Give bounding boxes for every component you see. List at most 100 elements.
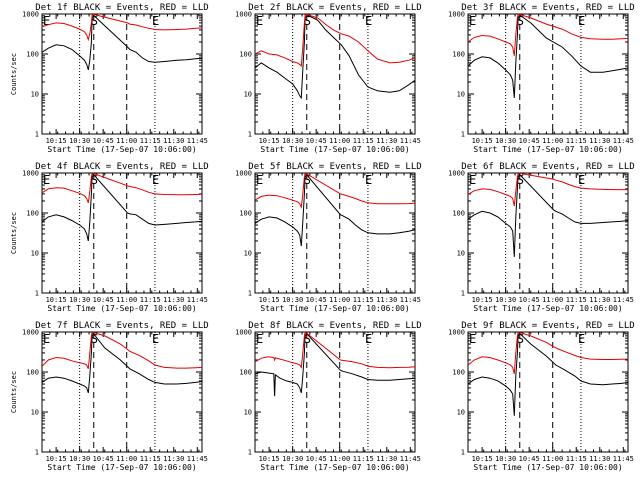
- x-tick-label: 10:15: [46, 455, 67, 463]
- x-tick-label: 10:15: [259, 137, 280, 145]
- x-tick-label: 10:30: [282, 137, 303, 145]
- lld-series-line: [42, 332, 202, 369]
- y-tick-label: 10: [244, 409, 252, 417]
- y-tick-label: 10: [457, 91, 465, 99]
- events-series-line: [468, 14, 628, 98]
- x-tick-label: 11:45: [187, 455, 208, 463]
- marker-label: S: [304, 332, 311, 346]
- x-tick-label: 10:30: [282, 296, 303, 304]
- x-tick-label: 10:15: [472, 455, 493, 463]
- events-series-line: [42, 332, 202, 394]
- x-tick-label: 10:30: [282, 455, 303, 463]
- marker-label: E: [152, 173, 159, 187]
- marker-label: S: [91, 173, 98, 187]
- x-tick-label: 11:30: [589, 296, 610, 304]
- x-tick-label: 11:15: [566, 296, 587, 304]
- x-tick-label: 10:15: [472, 296, 493, 304]
- y-tick-label: 1: [35, 290, 39, 298]
- x-tick-label: 11:00: [542, 455, 563, 463]
- marker-label: S: [517, 332, 524, 346]
- x-tick-label: 10:45: [519, 455, 540, 463]
- x-tick-label: 11:00: [116, 455, 137, 463]
- y-tick-label: 100: [239, 210, 252, 218]
- y-tick-label: 1: [461, 290, 465, 298]
- panel-title: Det 4f BLACK = Events, RED = LLD: [35, 162, 208, 172]
- x-axis-label: Start Time (17-Sep-07 10:06:00): [260, 463, 409, 472]
- panel-6: Det 6f BLACK = Events, RED = LLD 1 10 100 10…: [448, 162, 635, 313]
- x-tick-label: 10:30: [495, 137, 516, 145]
- panel-title: Det 5f BLACK = Events, RED = LLD: [248, 162, 421, 172]
- y-tick-label: 1000: [235, 329, 252, 337]
- y-axis-label: Counts/sec: [10, 371, 18, 413]
- x-tick-label: 11:45: [613, 296, 634, 304]
- lld-series-line: [42, 173, 202, 203]
- panel-9: Det 9f BLACK = Events, RED = LLD 1 10 100 10…: [448, 321, 635, 472]
- x-tick-label: 11:30: [589, 455, 610, 463]
- x-tick-label: 11:30: [163, 455, 184, 463]
- events-series-line: [42, 173, 202, 242]
- x-tick-label: 11:00: [542, 296, 563, 304]
- x-tick-label: 10:45: [93, 137, 114, 145]
- plot-frame: [41, 172, 203, 294]
- panel-title: Det 2f BLACK = Events, RED = LLD: [248, 3, 421, 13]
- panel-title: Det 1f BLACK = Events, RED = LLD: [35, 3, 208, 13]
- y-tick-label: 1000: [448, 170, 465, 178]
- x-tick-label: 10:45: [519, 137, 540, 145]
- panel-1: Det 1f BLACK = Events, RED = LLD 1 10 100 10…: [10, 3, 209, 154]
- y-tick-label: 100: [239, 369, 252, 377]
- y-tick-label: 1000: [22, 329, 39, 337]
- marker-label: E: [43, 173, 50, 187]
- y-tick-label: 1: [35, 131, 39, 139]
- x-axis-label: Start Time (17-Sep-07 10:06:00): [47, 145, 196, 154]
- y-tick-label: 10: [31, 250, 39, 258]
- lld-series-line: [255, 173, 415, 210]
- marker-label: S: [91, 14, 98, 28]
- panel-7: Det 7f BLACK = Events, RED = LLD 1 10 100 10…: [10, 321, 209, 472]
- marker-label: E: [256, 14, 263, 28]
- y-tick-label: 100: [452, 51, 465, 59]
- lld-series-line: [468, 332, 628, 374]
- marker-label: E: [256, 332, 263, 346]
- x-tick-label: 11:45: [613, 455, 634, 463]
- y-tick-label: 1: [461, 449, 465, 457]
- x-tick-label: 11:15: [140, 455, 161, 463]
- x-tick-label: 11:00: [329, 296, 350, 304]
- x-tick-label: 11:30: [163, 137, 184, 145]
- events-series-line: [255, 173, 415, 247]
- marker-label: E: [365, 173, 372, 187]
- panel-title: Det 8f BLACK = Events, RED = LLD: [248, 321, 421, 331]
- panel-title: Det 7f BLACK = Events, RED = LLD: [35, 321, 208, 331]
- marker-label: E: [469, 173, 476, 187]
- y-tick-label: 1000: [22, 11, 39, 19]
- x-tick-label: 11:30: [376, 296, 397, 304]
- plot-frame: [467, 13, 629, 135]
- x-tick-label: 10:30: [69, 455, 90, 463]
- y-tick-label: 1000: [235, 11, 252, 19]
- marker-label: S: [517, 173, 524, 187]
- plot-frame: [467, 172, 629, 294]
- x-tick-label: 11:15: [566, 455, 587, 463]
- marker-label: E: [469, 332, 476, 346]
- x-tick-label: 11:15: [140, 137, 161, 145]
- lld-series-line: [468, 14, 628, 56]
- x-axis-label: Start Time (17-Sep-07 10:06:00): [260, 304, 409, 313]
- y-tick-label: 1: [35, 449, 39, 457]
- y-tick-label: 100: [26, 369, 39, 377]
- y-tick-label: 10: [31, 409, 39, 417]
- x-axis-label: Start Time (17-Sep-07 10:06:00): [473, 463, 622, 472]
- x-axis-label: Start Time (17-Sep-07 10:06:00): [260, 145, 409, 154]
- events-series-line: [468, 173, 628, 257]
- y-tick-label: 10: [457, 250, 465, 258]
- y-tick-label: 10: [244, 91, 252, 99]
- x-tick-label: 10:45: [519, 296, 540, 304]
- x-tick-label: 10:45: [93, 296, 114, 304]
- events-series-line: [42, 14, 202, 71]
- lld-series-line: [255, 14, 415, 68]
- marker-label: E: [43, 332, 50, 346]
- panel-5: Det 5f BLACK = Events, RED = LLD 1 10 100 10…: [235, 162, 422, 313]
- marker-label: E: [256, 173, 263, 187]
- panel-4: Det 4f BLACK = Events, RED = LLD 1 10 100 10…: [10, 162, 209, 313]
- lld-series-line: [42, 14, 202, 42]
- plot-frame: [254, 331, 416, 453]
